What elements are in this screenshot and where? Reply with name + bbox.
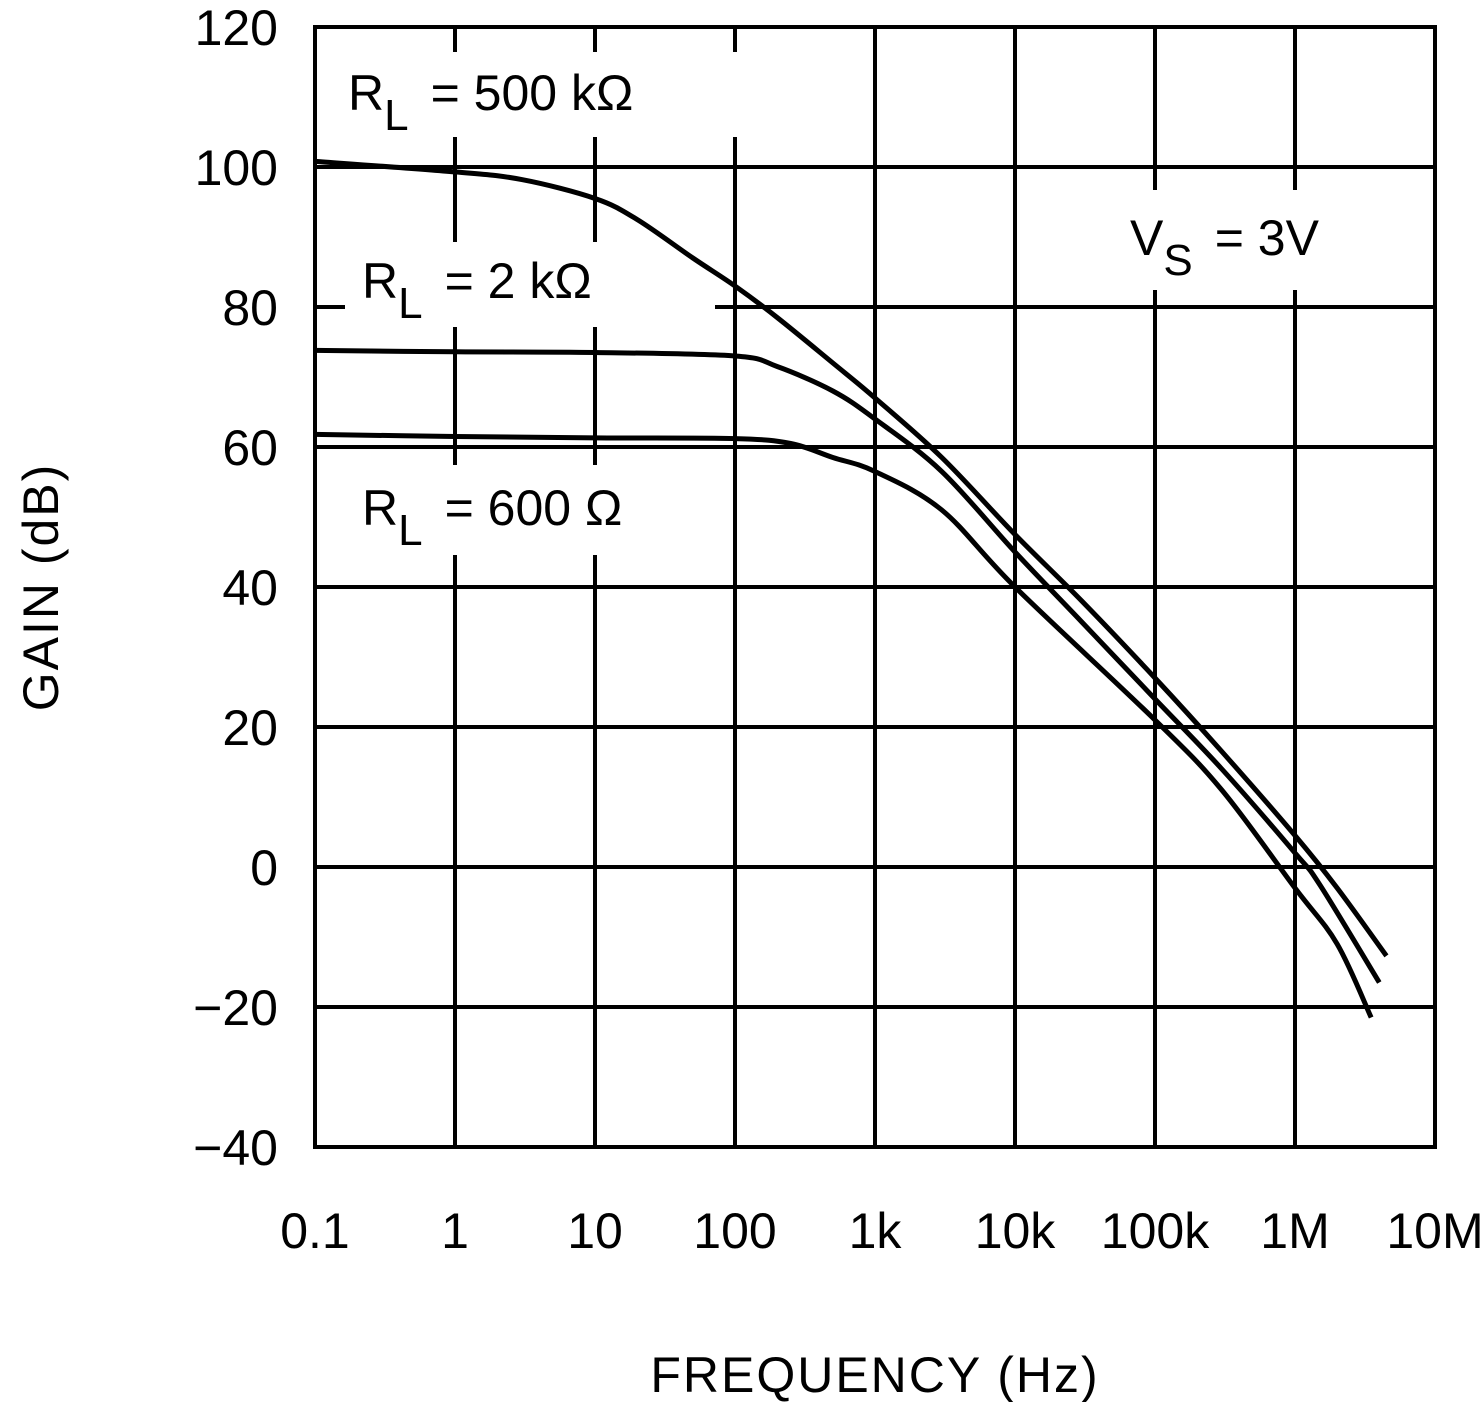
series-line-2 [314, 431, 1374, 1019]
x-tick-label: 10k [975, 1203, 1057, 1259]
y-tick-labels: 120 100 80 60 40 20 0 −20 −40 [193, 0, 278, 1176]
x-tick-label: 100k [1101, 1203, 1210, 1259]
series-line-1 [314, 347, 1382, 984]
plot-frame [313, 25, 1437, 1149]
y-tick-label: −20 [193, 980, 278, 1036]
svg-text:RL= 2 kΩ: RL = 2 kΩ [362, 253, 592, 328]
x-tick-labels: 0.1 1 10 100 1k 10k 100k 1M 10M [280, 1203, 1483, 1259]
y-tick-label: 40 [222, 560, 278, 616]
y-tick-label: 20 [222, 700, 278, 756]
y-tick-label: 100 [195, 140, 278, 196]
y-tick-label: 120 [195, 0, 278, 56]
y-tick-label: −40 [193, 1120, 278, 1176]
series-line-0 [314, 158, 1389, 958]
series-lines [314, 158, 1389, 1019]
x-tick-label: 1k [849, 1203, 903, 1259]
svg-text:VS= 3V: VS = 3V [1130, 210, 1320, 285]
annotation-vs: VS = 3V [1115, 190, 1415, 290]
svg-text:RL= 600 Ω: RL = 600 Ω [362, 480, 622, 555]
y-tick-label: 80 [222, 280, 278, 336]
y-tick-label: 0 [250, 840, 278, 896]
x-tick-label: 1 [441, 1203, 469, 1259]
annotation-bg [335, 52, 745, 137]
x-tick-label: 1M [1260, 1203, 1329, 1259]
annotation-rl-2k: RL = 2 kΩ [345, 242, 715, 328]
x-tick-label: 10 [567, 1203, 623, 1259]
x-tick-label: 10M [1386, 1203, 1483, 1259]
annotation-bg [345, 465, 715, 555]
svg-text:RL= 500 kΩ: RL = 500 kΩ [348, 65, 633, 140]
annotation-rl-600: RL = 600 Ω [345, 465, 715, 555]
x-axis-title: FREQUENCY (Hz) [650, 1347, 1099, 1402]
y-tick-label: 60 [222, 420, 278, 476]
x-tick-label: 100 [693, 1203, 776, 1259]
x-tick-label: 0.1 [280, 1203, 350, 1259]
y-axis-title: GAIN (dB) [13, 463, 69, 712]
annotation-bg [345, 242, 715, 327]
annotation-rl-500k: RL = 500 kΩ [335, 52, 745, 140]
annotation-bg [1115, 190, 1415, 290]
